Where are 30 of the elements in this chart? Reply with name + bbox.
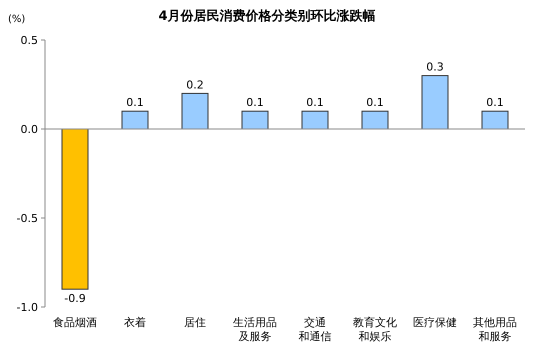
bar	[242, 110, 268, 130]
x-tick-label: 其他用品和服务	[473, 316, 517, 343]
bar	[422, 75, 448, 130]
x-tick-label: 居住	[184, 316, 206, 329]
x-tick-label: 食品烟酒	[53, 316, 97, 329]
bar	[482, 110, 508, 130]
y-tick-label: 0.5	[20, 34, 38, 47]
bar	[62, 128, 88, 290]
data-label: 0.1	[126, 96, 144, 110]
data-label: 0.1	[366, 96, 384, 110]
y-axis-title: (%)	[8, 14, 26, 25]
data-label: 0.1	[486, 96, 504, 110]
data-label: 0.3	[426, 60, 444, 74]
x-tick-label: 医疗保健	[413, 316, 457, 329]
y-tick-label: 0.0	[20, 123, 38, 136]
y-tick-label: -1.0	[16, 301, 38, 314]
y-tick-label: -0.5	[16, 212, 38, 225]
x-tick-label: 教育文化和娱乐	[353, 316, 397, 343]
bar	[362, 110, 388, 130]
data-label: -0.9	[64, 292, 86, 306]
chart-title: 4月份居民消费价格分类别环比涨跌幅	[158, 9, 376, 24]
data-label: 0.2	[186, 78, 204, 92]
bar	[302, 110, 328, 130]
x-tick-label: 生活用品及服务	[233, 316, 277, 343]
data-label: 0.1	[246, 96, 264, 110]
bar	[182, 92, 208, 130]
bar	[122, 110, 148, 130]
x-tick-label: 交通和通信	[298, 316, 332, 343]
data-label: 0.1	[306, 96, 324, 110]
x-tick-label: 衣着	[124, 316, 146, 329]
